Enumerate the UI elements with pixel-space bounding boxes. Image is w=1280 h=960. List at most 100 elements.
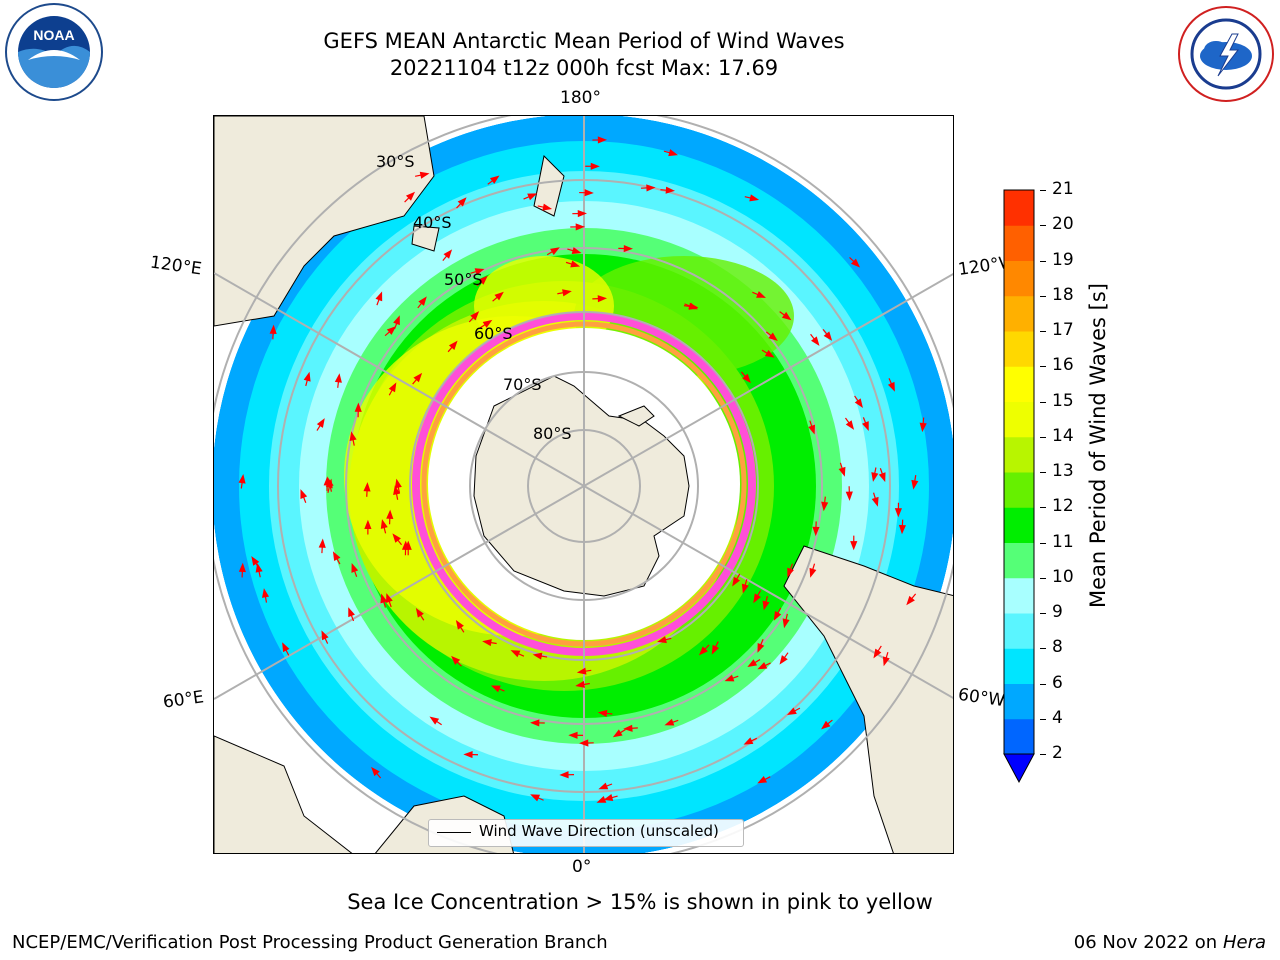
wave-direction-arrowhead [779, 655, 788, 665]
colorbar [1000, 186, 1040, 786]
colorbar-tick-mark [1040, 401, 1046, 403]
wave-direction-arrowhead [764, 349, 775, 358]
colorbar-tick-mark [1040, 295, 1046, 297]
nws-logo [1176, 4, 1276, 104]
wave-direction-arrowhead [741, 583, 749, 594]
wave-direction-arrowhead [576, 667, 587, 675]
colorbar-tick-mark [1040, 507, 1046, 509]
colorbar-outline [1003, 189, 1035, 755]
colorbar-tick-label: 21 [1052, 179, 1074, 199]
wave-direction-arrowhead [753, 593, 761, 604]
wave-direction-arrowhead [550, 247, 560, 256]
wave-direction-arrowhead [463, 751, 473, 759]
wave-direction-arrowhead [318, 538, 326, 548]
wave-direction-arrowhead [316, 418, 325, 428]
wave-direction-arrowhead [850, 541, 858, 551]
colorbar-tick-label: 16 [1052, 355, 1074, 376]
wave-direction-arrowhead [530, 794, 541, 802]
colorbar-swatch [1004, 331, 1034, 367]
colorbar-tick-label: 18 [1052, 284, 1074, 305]
colorbar-tick-label: 2 [1052, 743, 1063, 763]
colorbar-swatch [1004, 542, 1034, 579]
wave-direction-arrowhead [623, 724, 633, 732]
wave-direction-arrowhead [873, 648, 882, 659]
wave-direction-arrowhead [911, 479, 919, 490]
map-panel [213, 115, 954, 854]
wave-direction-arrowhead [251, 556, 260, 566]
wave-direction-arrowhead [871, 472, 879, 482]
colorbar-swatch [1004, 472, 1034, 508]
wave-direction-arrowhead [393, 315, 400, 326]
wave-direction-arrowhead [559, 771, 569, 779]
wave-direction-arrowhead [530, 719, 540, 727]
colorbar-tick-mark [1040, 648, 1046, 650]
colorbar-tick-label: 4 [1052, 707, 1063, 728]
wave-direction-arrowhead [386, 593, 393, 604]
wave-direction-arrowhead [781, 311, 792, 321]
wave-direction-arrowhead [811, 336, 820, 346]
wave-direction-arrowhead [321, 630, 329, 641]
wave-direction-arrowhead [542, 203, 553, 211]
colorbar-tick-label: 19 [1052, 249, 1074, 270]
colorbar-extend-arrow [1003, 753, 1035, 784]
wave-direction-arrowhead [451, 655, 461, 665]
wave-direction-arrowhead [262, 588, 270, 598]
wave-direction-arrowhead [494, 291, 504, 301]
polar-map [214, 116, 953, 853]
lon-label-60e: 60°E [161, 687, 206, 713]
wave-direction-arrowhead [380, 519, 388, 529]
svg-text:NOAA: NOAA [33, 27, 74, 43]
footer-date: 06 Nov 2022 on Hera [1074, 932, 1266, 953]
legend-label: Wind Wave Direction (unscaled) [479, 822, 719, 840]
wave-direction-arrowhead [898, 524, 906, 535]
lon-label-60w: 60°W [956, 684, 1007, 712]
wave-direction-arrowhead [354, 402, 362, 412]
wave-direction-arrowhead [489, 175, 500, 184]
wave-direction-arrowhead [577, 210, 587, 218]
wave-direction-arrowhead [757, 642, 765, 653]
wave-direction-arrowhead [527, 193, 538, 201]
wave-direction-arrowhead [871, 496, 879, 507]
colorbar-tick-label: 9 [1052, 602, 1063, 622]
footer-credit: NCEP/EMC/Verification Post Processing Pr… [12, 932, 608, 953]
legend-line-swatch [437, 832, 471, 834]
wave-direction-arrowhead [598, 782, 609, 790]
wave-direction-arrowhead [590, 162, 600, 170]
wave-direction-arrowhead [809, 567, 817, 578]
colorbar-tick-mark [1040, 260, 1046, 262]
wave-direction-arrowhead [413, 372, 423, 383]
wave-direction-arrowhead [334, 373, 342, 383]
wave-direction-arrowhead [371, 766, 380, 777]
wave-direction-arrowhead [747, 659, 758, 667]
colorbar-tick-label: 11 [1052, 531, 1074, 552]
wave-direction-arrowhead [773, 610, 782, 621]
wave-direction-arrowhead [743, 737, 754, 745]
wave-direction-arrowhead [688, 302, 699, 310]
colorbar-tick-mark [1040, 472, 1046, 473]
wave-direction-arrowhead [238, 473, 246, 484]
wave-direction-arrowhead [732, 576, 741, 587]
wave-direction-arrowhead [349, 431, 357, 442]
wave-direction-arrowhead [584, 189, 594, 197]
wave-direction-arrowhead [657, 636, 667, 644]
wave-direction-arrowhead [394, 478, 402, 489]
wave-direction-arrowhead [845, 491, 853, 501]
wave-direction-arrowhead [474, 268, 485, 276]
colorbar-tick-mark [1040, 613, 1046, 614]
map-legend: Wind Wave Direction (unscaled) [428, 819, 744, 847]
colorbar-tick-label: 15 [1052, 390, 1074, 411]
colorbar-label-wrap: Mean Period of Wind Waves [s] [958, 283, 1238, 608]
footer-date-text: 06 Nov 2022 on [1073, 932, 1218, 953]
colorbar-tick-label: 6 [1052, 672, 1063, 693]
wave-direction-arrowhead [854, 398, 863, 408]
wave-direction-arrowhead [823, 331, 833, 341]
wave-direction-arrowhead [698, 646, 708, 656]
wave-direction-arrowhead [845, 420, 855, 430]
wave-direction-arrowhead [906, 595, 915, 606]
colorbar-scale [1003, 189, 1035, 784]
wave-direction-arrowhead [300, 489, 308, 499]
lat-label-40s: 40°S [413, 213, 452, 232]
colorbar-swatch [1004, 295, 1034, 332]
wave-direction-arrowhead [419, 171, 430, 179]
lon-label-180: 180° [560, 88, 601, 108]
